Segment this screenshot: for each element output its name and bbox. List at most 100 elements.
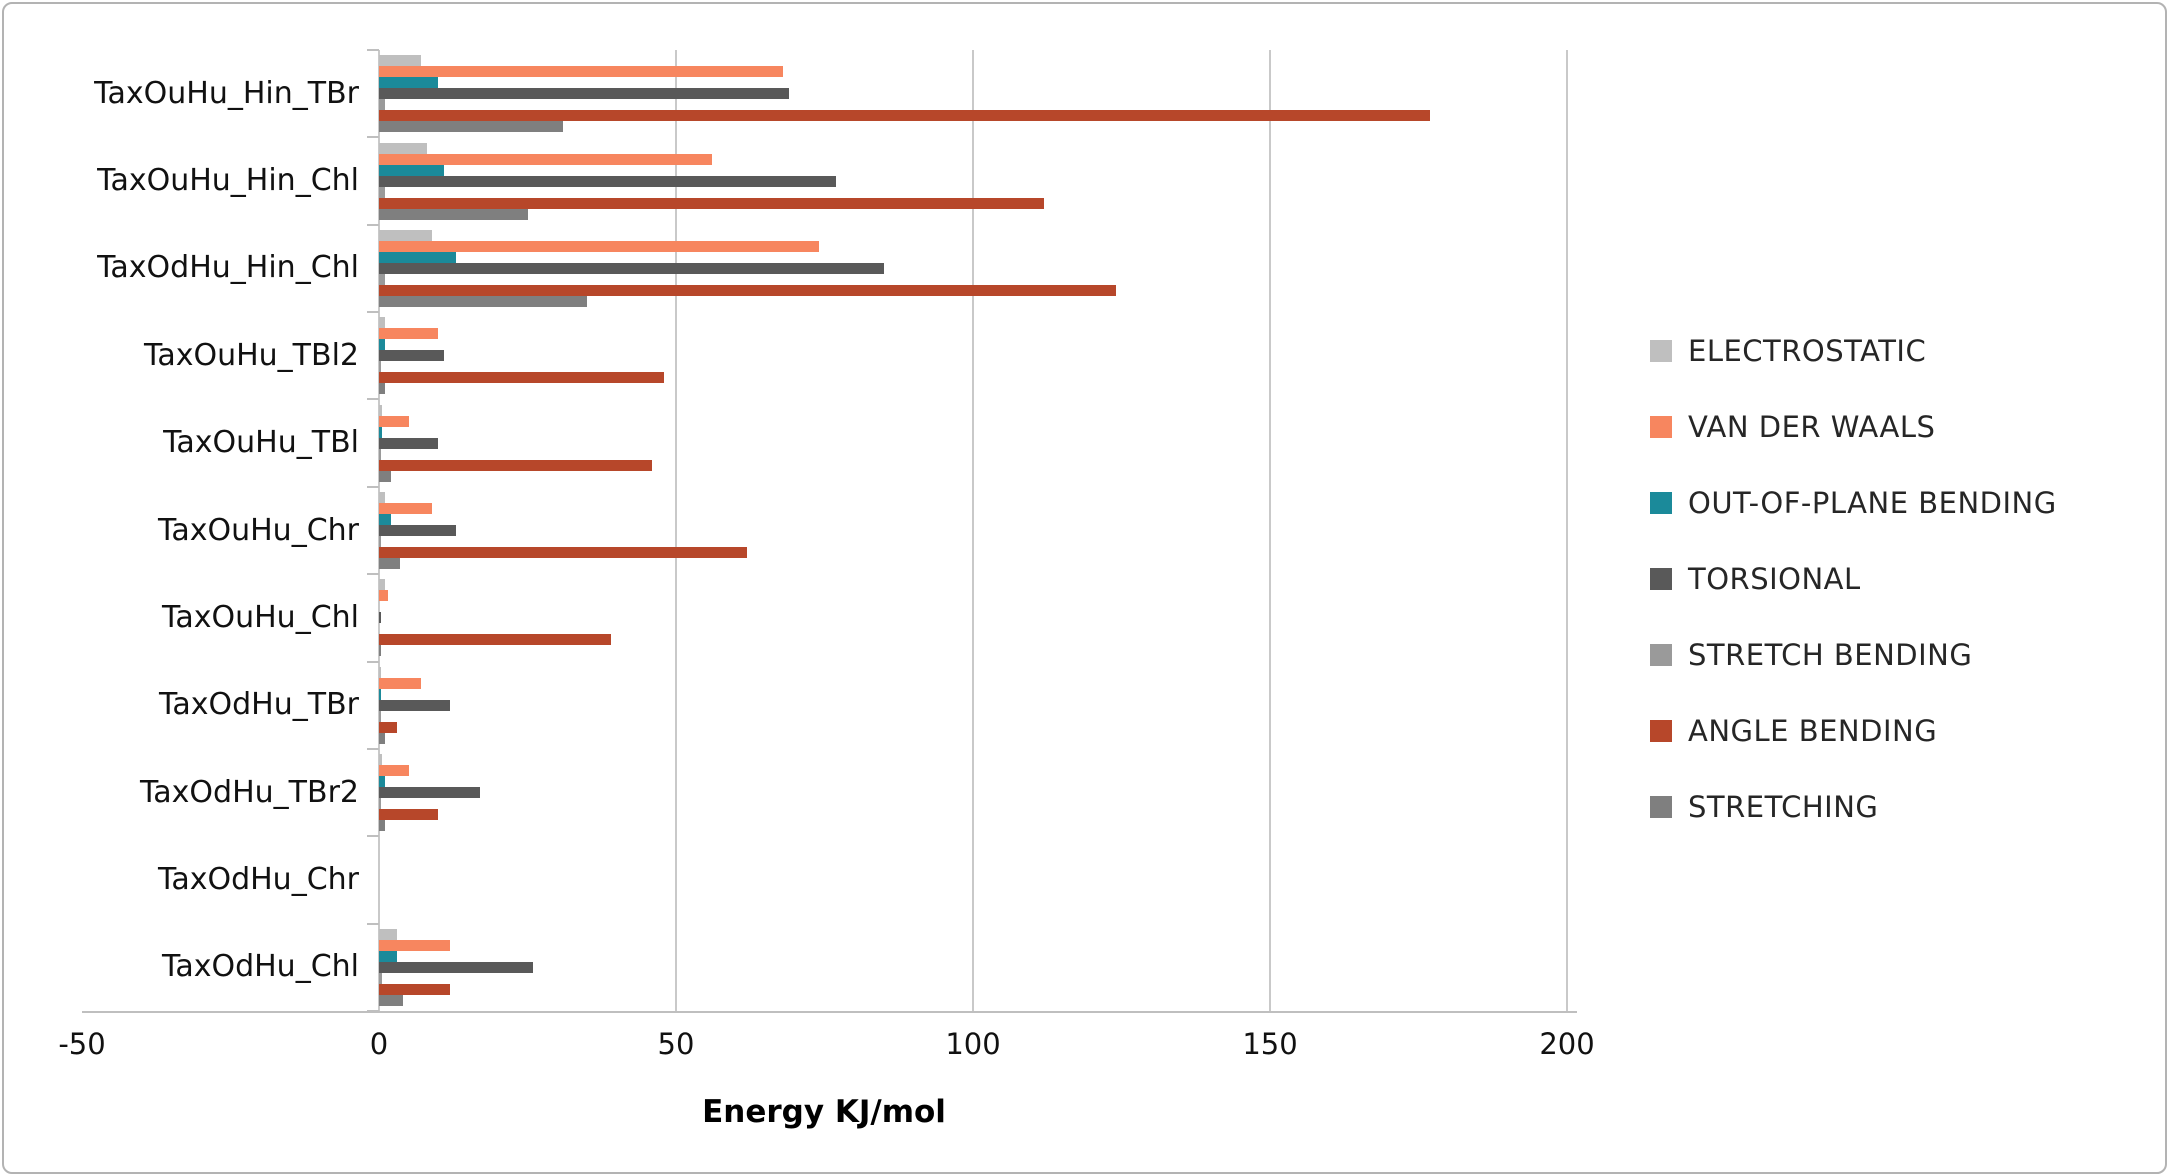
bar-electrostatic-taxouhu-tbl2 [379,317,385,329]
bar-torsional-taxodhu-tbr2 [379,787,480,799]
bar-electrostatic-taxodhu-chl [379,928,397,940]
legend-swatch-torsional [1650,568,1672,590]
category-tick [367,485,379,488]
bar-out-of-plane-bending-taxodhu-hin-chl [379,251,457,263]
bar-electrostatic-taxouhu-hin-chl [379,142,427,154]
bar-van-der-waals-taxouhu-hin-chl [379,153,712,165]
gridline-100 [972,50,974,1011]
bar-electrostatic-taxodhu-tbr2 [379,754,382,766]
legend-swatch-stretch-bending [1650,644,1672,666]
bar-torsional-taxouhu-chl [379,612,381,624]
bar-torsional-taxodhu-tbr [379,699,451,711]
category-label-taxouhu-hin-chl: TaxOuHu_Hin_Chl [97,163,359,199]
legend-label-van-der-waals: VAN DER WAALS [1688,410,1936,444]
category-tick [367,223,379,226]
legend-label-torsional: TORSIONAL [1688,562,1861,596]
bar-stretch-bending-taxouhu-chr [379,536,381,547]
legend-item-torsional: TORSIONAL [1650,562,2057,596]
bar-stretch-bending-taxodhu-tbr [379,710,381,722]
bar-stretching-taxodhu-tbr [379,732,385,744]
gridline-200 [1566,50,1568,1011]
bar-out-of-plane-bending-taxouhu-tbl2 [379,339,385,351]
category-tick [367,660,379,663]
bar-electrostatic-taxodhu-tbr [379,666,381,678]
bar-out-of-plane-bending-taxodhu-tbr [379,688,381,700]
category-label-taxouhu-chr: TaxOuHu_Chr [158,512,359,548]
legend-label-stretching: STRETCHING [1688,790,1879,824]
bar-angle-bending-taxouhu-chl [379,634,611,646]
legend-swatch-out-of-plane-bending [1650,492,1672,514]
bar-torsional-taxodhu-hin-chl [379,262,884,274]
bar-angle-bending-taxouhu-tbl2 [379,372,665,384]
bar-angle-bending-taxodhu-tbr2 [379,809,439,821]
legend-label-angle-bending: ANGLE BENDING [1688,714,1938,748]
bar-torsional-taxouhu-hin-tbr [379,88,789,100]
category-tick [367,49,379,51]
bar-van-der-waals-taxouhu-chr [379,503,433,514]
bar-van-der-waals-taxodhu-tbr2 [379,765,409,777]
bar-stretch-bending-taxodhu-tbr2 [379,798,381,810]
bar-stretch-bending-taxodhu-chl [379,972,382,984]
bar-stretching-taxodhu-hin-chl [379,295,587,307]
bar-stretch-bending-taxouhu-tbl [379,448,381,460]
bar-van-der-waals-taxodhu-tbr [379,677,421,689]
category-label-taxodhu-hin-chl: TaxOdHu_Hin_Chl [97,250,359,286]
bar-stretching-taxodhu-chl [379,994,403,1006]
bar-van-der-waals-taxouhu-tbl [379,415,409,427]
category-tick [367,311,379,314]
legend-label-electrostatic: ELECTROSTATIC [1688,334,1927,368]
bar-angle-bending-taxodhu-tbr [379,721,397,733]
bar-out-of-plane-bending-taxodhu-chl [379,950,397,962]
category-label-taxodhu-tbr2: TaxOdHu_TBr2 [139,774,359,810]
category-tick [367,922,379,925]
x-tick-label-0: 0 [369,1027,389,1061]
bar-torsional-taxouhu-tbl2 [379,350,445,362]
bar-out-of-plane-bending-taxodhu-tbr2 [379,776,385,788]
bar-stretching-taxouhu-chl [379,645,381,657]
category-label-taxouhu-tbl2: TaxOuHu_TBl2 [143,337,359,373]
bar-torsional-taxodhu-chl [379,961,534,973]
bar-torsional-taxouhu-chr [379,525,457,536]
bar-electrostatic-taxouhu-chr [379,492,385,503]
bar-stretching-taxouhu-chr [379,558,400,569]
bar-electrostatic-taxouhu-tbl [379,404,382,416]
gridline-50 [675,50,677,1011]
bar-electrostatic-taxouhu-chl [379,579,385,591]
bar-electrostatic-taxouhu-hin-tbr [379,55,421,67]
legend-item-stretching: STRETCHING [1650,790,2057,824]
legend-item-out-of-plane-bending: OUT-OF-PLANE BENDING [1650,486,2057,520]
bar-angle-bending-taxouhu-tbl [379,459,653,471]
bar-stretching-taxouhu-hin-tbr [379,121,564,133]
bar-van-der-waals-taxouhu-tbl2 [379,328,439,340]
category-tick [367,573,379,576]
category-label-taxouhu-hin-tbr: TaxOuHu_Hin_TBr [94,75,359,111]
bar-angle-bending-taxouhu-chr [379,547,748,558]
bar-van-der-waals-taxouhu-chl [379,590,388,602]
bar-angle-bending-taxouhu-hin-tbr [379,110,1431,122]
bar-van-der-waals-taxouhu-hin-tbr [379,66,783,78]
bar-stretch-bending-taxouhu-hin-chl [379,186,385,198]
bar-stretching-taxouhu-hin-chl [379,208,528,220]
bar-angle-bending-taxodhu-chl [379,983,451,995]
bar-angle-bending-taxouhu-hin-chl [379,197,1045,209]
legend-swatch-electrostatic [1650,340,1672,362]
bar-out-of-plane-bending-taxouhu-tbl [379,426,382,438]
category-label-taxouhu-tbl: TaxOuHu_TBl [163,425,359,461]
x-axis-title: Energy KJ/mol [702,1094,946,1130]
bar-stretch-bending-taxouhu-hin-tbr [379,99,385,111]
category-tick [367,398,379,401]
gridline-150 [1269,50,1271,1011]
x-tick-label-150: 150 [1242,1027,1298,1061]
category-label-taxouhu-chl: TaxOuHu_Chl [162,599,359,635]
legend: ELECTROSTATIC VAN DER WAALS OUT-OF-PLANE B… [1650,334,2057,866]
category-label-taxodhu-chr: TaxOdHu_Chr [157,861,359,897]
category-label-taxodhu-tbr: TaxOdHu_TBr [159,687,359,723]
bar-electrostatic-taxodhu-hin-chl [379,229,433,241]
bar-angle-bending-taxodhu-hin-chl [379,284,1116,296]
legend-item-van-der-waals: VAN DER WAALS [1650,410,2057,444]
legend-item-angle-bending: ANGLE BENDING [1650,714,2057,748]
legend-item-stretch-bending: STRETCH BENDING [1650,638,2057,672]
bar-stretching-taxouhu-tbl [379,470,391,482]
bar-stretching-taxouhu-tbl2 [379,383,385,395]
